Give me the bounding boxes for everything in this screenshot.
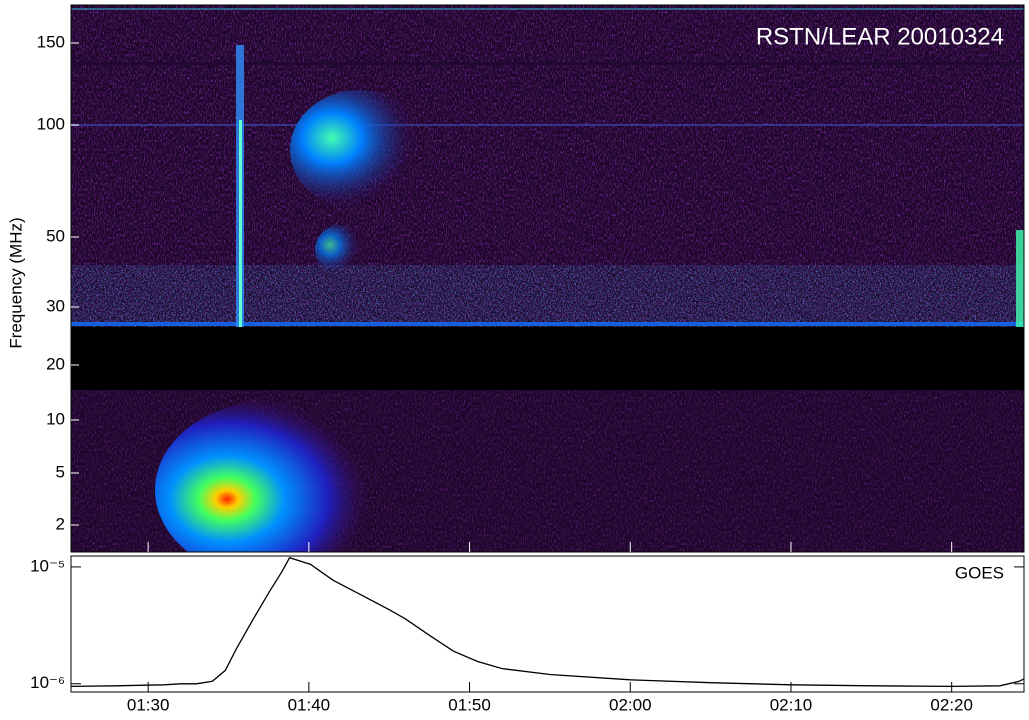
x-tick-label: 02:20 xyxy=(930,695,973,714)
spectrogram-title: RSTN/LEAR 20010324 xyxy=(756,23,1004,50)
y-tick-label: 10 xyxy=(46,409,65,428)
x-tick-label: 01:50 xyxy=(448,695,491,714)
goes-label: GOES xyxy=(955,563,1004,582)
y-tick-label: 30 xyxy=(46,296,65,315)
bottom-frame xyxy=(70,555,1025,693)
top-frame xyxy=(70,4,1025,553)
x-tick-label: 02:00 xyxy=(609,695,652,714)
y-tick-label: 20 xyxy=(46,354,65,373)
y-tick-label: 150 xyxy=(37,32,65,51)
y-tick-label: 2 xyxy=(56,514,65,533)
y-axis-label: Frequency (MHz) xyxy=(6,217,25,348)
y-tick-label: 10⁻⁵ xyxy=(30,556,65,575)
x-tick-label: 01:40 xyxy=(288,695,331,714)
y-tick-label: 5 xyxy=(56,462,65,481)
y-tick-label: 50 xyxy=(46,226,65,245)
y-tick-label: 100 xyxy=(37,114,65,133)
x-tick-label: 02:10 xyxy=(770,695,813,714)
y-tick-label: 10⁻⁶ xyxy=(30,673,65,692)
x-tick-label: 01:30 xyxy=(127,695,170,714)
goes-flux-line xyxy=(70,556,1025,688)
spectrogram-image xyxy=(71,5,1024,552)
